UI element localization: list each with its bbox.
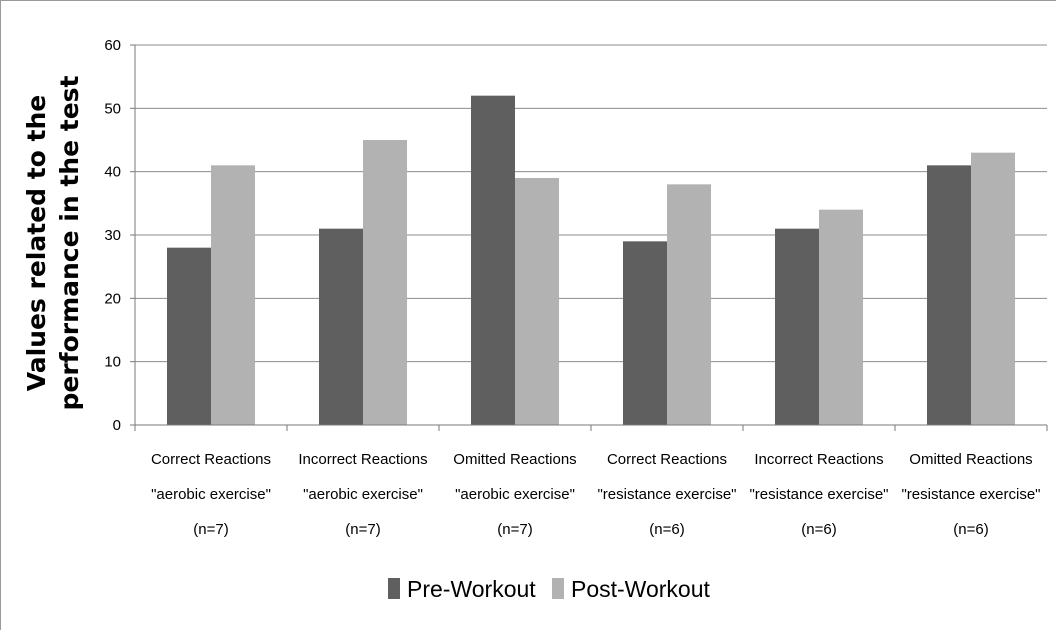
x-category-label: Correct Reactions xyxy=(607,451,727,468)
bar-post-workout-3 xyxy=(515,178,559,425)
x-category-label: "resistance exercise" xyxy=(901,486,1040,503)
gridlines xyxy=(130,44,1047,426)
bar-pre-workout-3 xyxy=(471,95,515,426)
y-tick-label: 60 xyxy=(104,37,121,54)
bar-post-workout-1 xyxy=(211,165,255,426)
y-tick-label: 20 xyxy=(104,290,121,307)
x-category-label: "resistance exercise" xyxy=(597,486,736,503)
bar-pre-workout-4 xyxy=(623,241,667,425)
legend: Pre-Workout Post-Workout xyxy=(388,576,711,602)
x-category-label: "aerobic exercise" xyxy=(455,486,575,503)
bar-pre-workout-5 xyxy=(775,228,819,425)
x-category-label: (n=7) xyxy=(497,521,532,538)
x-category-label: Omitted Reactions xyxy=(453,451,576,468)
x-category-label: "aerobic exercise" xyxy=(151,486,271,503)
bar-post-workout-4 xyxy=(667,184,711,425)
x-category-label: (n=6) xyxy=(953,521,988,538)
bar-post-workout-2 xyxy=(363,140,407,425)
y-tick-labels: 0 10 20 30 40 50 60 xyxy=(104,37,121,434)
x-category-label: "aerobic exercise" xyxy=(303,486,423,503)
y-tick-label: 0 xyxy=(113,417,121,434)
y-tick-label: 10 xyxy=(104,354,121,371)
y-tick-label: 30 xyxy=(104,227,121,244)
y-axis-title-line2: performance in the test xyxy=(55,75,84,410)
legend-swatch-pre-workout xyxy=(388,578,400,599)
bar-post-workout-6 xyxy=(971,152,1015,425)
bar-post-workout-5 xyxy=(819,209,863,425)
x-category-label: Omitted Reactions xyxy=(909,451,1032,468)
x-category-labels: Correct Reactions "aerobic exercise" (n=7)… xyxy=(151,451,1041,538)
x-category-label: (n=6) xyxy=(649,521,684,538)
y-tick-label: 50 xyxy=(104,100,121,117)
x-category-label: "resistance exercise" xyxy=(749,486,888,503)
x-category-label: (n=6) xyxy=(801,521,836,538)
bar-pre-workout-2 xyxy=(319,228,363,425)
legend-swatch-post-workout xyxy=(552,578,564,599)
bar-pre-workout-6 xyxy=(927,165,971,426)
x-category-label: Incorrect Reactions xyxy=(298,451,427,468)
legend-label-pre-workout: Pre-Workout xyxy=(407,576,536,602)
bar-pre-workout-1 xyxy=(167,247,211,425)
bars xyxy=(167,95,1015,426)
x-category-label: (n=7) xyxy=(193,521,228,538)
axes xyxy=(134,45,1048,431)
legend-label-post-workout: Post-Workout xyxy=(571,576,711,602)
x-category-label: (n=7) xyxy=(345,521,380,538)
y-tick-label: 40 xyxy=(104,164,121,181)
y-axis-title-line1: Values related to the xyxy=(22,95,51,392)
x-category-label: Correct Reactions xyxy=(151,451,271,468)
x-category-label: Incorrect Reactions xyxy=(754,451,883,468)
